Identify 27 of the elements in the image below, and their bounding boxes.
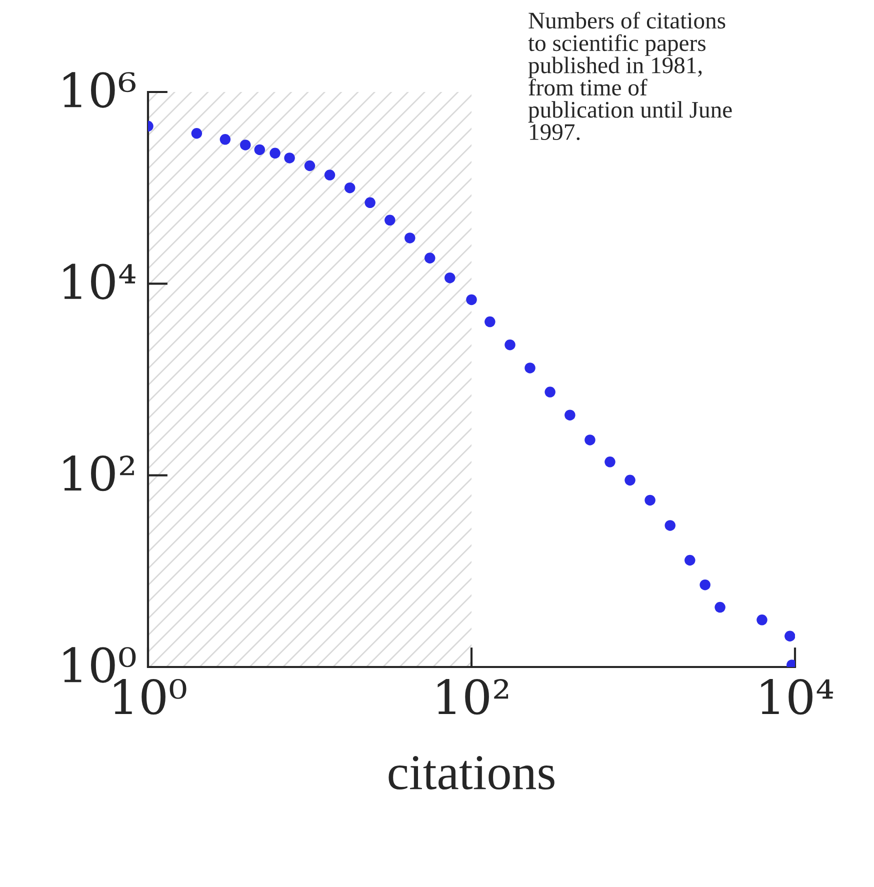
point <box>344 182 356 194</box>
point <box>444 272 456 284</box>
point <box>644 494 656 506</box>
x-tick-label: 10² <box>438 678 508 715</box>
point <box>284 152 295 164</box>
point <box>424 252 436 264</box>
point <box>384 214 396 226</box>
point <box>544 386 556 398</box>
point <box>664 520 676 531</box>
y-tick-label: 10⁶ <box>64 72 136 108</box>
point <box>484 316 496 328</box>
y-tick-label: 10² <box>64 455 134 492</box>
x-axis-title: citations <box>388 756 554 790</box>
annotation: Numbers of citations to scientific papers published in 1981, from time of publication until June 1997. <box>528 12 732 140</box>
x-tick-label: 10⁴ <box>761 678 834 715</box>
point <box>504 339 516 350</box>
point <box>684 554 696 566</box>
point <box>404 232 416 244</box>
point <box>304 160 316 172</box>
point <box>604 456 616 468</box>
point <box>624 474 636 486</box>
point <box>324 170 336 180</box>
point <box>524 362 536 374</box>
point <box>564 410 576 420</box>
y-tick-label: 10⁴ <box>64 264 136 300</box>
point <box>364 197 376 208</box>
point <box>584 434 596 446</box>
